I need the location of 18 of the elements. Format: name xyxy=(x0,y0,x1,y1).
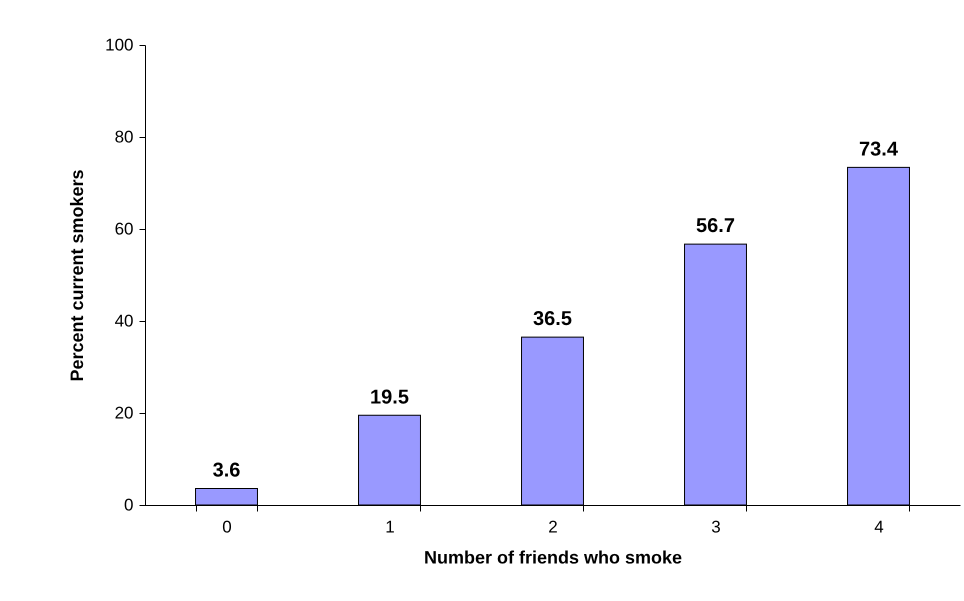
y-tick-label: 0 xyxy=(124,496,134,514)
data-label: 3.6 xyxy=(212,459,240,482)
data-label: 19.5 xyxy=(370,386,409,408)
x-tick-label: 1 xyxy=(385,518,395,536)
data-label: 73.4 xyxy=(859,138,899,160)
x-axis-title: Number of friends who smoke xyxy=(424,548,682,568)
y-tick-label: 40 xyxy=(114,312,134,330)
data-label: 36.5 xyxy=(533,308,572,330)
x-tick-label: 0 xyxy=(222,518,232,536)
x-tick-label: 3 xyxy=(711,518,721,536)
y-tick-label: 80 xyxy=(114,128,134,146)
y-tick-label: 60 xyxy=(114,220,134,238)
x-tick-label: 2 xyxy=(548,518,558,536)
data-label: 56.7 xyxy=(696,215,735,238)
y-axis-title: Percent current smokers xyxy=(67,169,88,382)
x-tick-label: 4 xyxy=(874,518,884,536)
y-tick-label: 100 xyxy=(105,36,134,54)
y-tick-label: 20 xyxy=(114,404,134,422)
